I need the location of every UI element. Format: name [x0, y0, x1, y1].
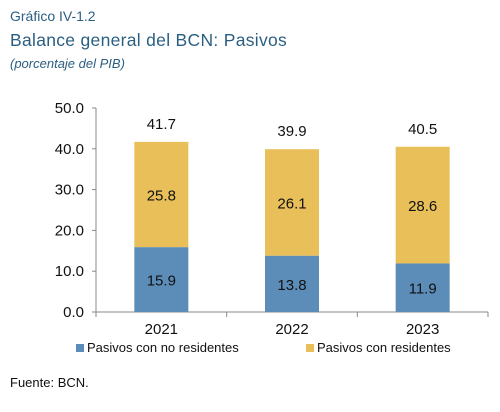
- data-label-no-residentes-2021: 15.9: [147, 273, 176, 290]
- data-label-residentes-2023: 28.6: [408, 198, 437, 215]
- y-tick-label: 50.0: [55, 100, 84, 117]
- bar-residentes-2021: [134, 141, 189, 248]
- y-tick-label: 20.0: [55, 222, 84, 239]
- bar-no-residentes-2021: [134, 247, 189, 312]
- x-tick-label: 2023: [406, 321, 439, 338]
- data-label-no-residentes-2023: 11.9: [409, 281, 437, 298]
- bar-residentes-2023: [395, 146, 450, 264]
- chart-title: Balance general del BCN: Pasivos: [10, 30, 288, 50]
- data-label-residentes-2022: 26.1: [277, 195, 306, 212]
- y-tick-label: 0.0: [63, 304, 84, 321]
- data-label-no-residentes-2022: 13.8: [277, 277, 306, 294]
- y-tick-label: 30.0: [55, 182, 84, 199]
- chart-subtitle: (porcentaje del PIB): [10, 56, 125, 71]
- total-label-2022: 39.9: [277, 123, 306, 140]
- y-tick-label: 10.0: [55, 263, 84, 280]
- data-label-residentes-2021: 25.8: [147, 187, 176, 204]
- x-tick-label: 2021: [145, 321, 178, 338]
- x-tick-label: 2022: [275, 321, 308, 338]
- chart-source: Fuente: BCN.: [10, 375, 89, 390]
- legend-swatch-residentes: [306, 344, 314, 352]
- bar-no-residentes-2022: [265, 255, 319, 312]
- legend-label-no-residentes: Pasivos con no residentes: [87, 340, 239, 355]
- bar-no-residentes-2023: [395, 263, 450, 312]
- total-label-2021: 41.7: [147, 116, 176, 133]
- legend-swatch-no-residentes: [76, 344, 84, 352]
- chart-label: Gráfico IV-1.2: [10, 8, 96, 24]
- y-tick-label: 40.0: [55, 141, 84, 158]
- total-label-2023: 40.5: [408, 121, 437, 138]
- legend-label-residentes: Pasivos con residentes: [317, 340, 451, 355]
- bar-residentes-2022: [265, 149, 319, 256]
